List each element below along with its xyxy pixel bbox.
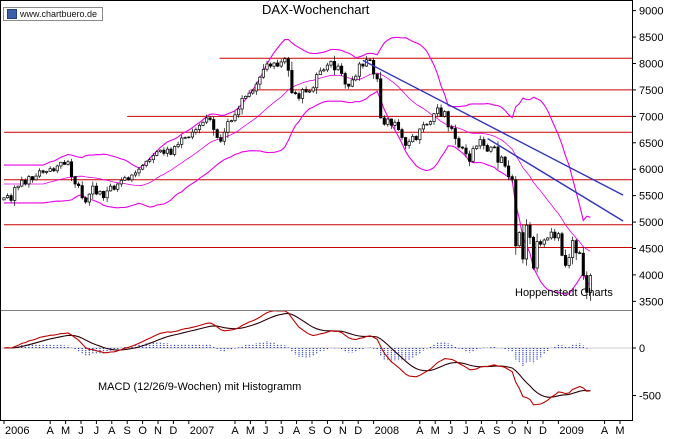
hoppenstedt-watermark: Hoppenstedt Charts — [515, 287, 613, 299]
x-tick-label: J — [278, 425, 284, 437]
macd-indicator-label: MACD (12/26/9-Wochen) mit Histogramm — [98, 381, 302, 393]
price-panel — [2, 36, 632, 301]
x-tick-label: O — [323, 425, 332, 437]
x-tick-label: M — [615, 425, 624, 437]
x-tick-label: A — [478, 425, 486, 437]
macd-panel — [1, 311, 632, 406]
y-axis-labels: 9000 8500 8000 7500 7000 6500 6000 5500 5000 4500… — [632, 6, 663, 403]
y-tick-label: 5000 — [639, 217, 663, 229]
candlestick-series — [2, 55, 592, 301]
y-tick-label: 8500 — [639, 32, 663, 44]
x-tick-label: D — [169, 425, 177, 437]
y-tick-label: 7000 — [639, 111, 663, 123]
x-tick-label: S — [308, 425, 315, 437]
y-tick-label: 4000 — [639, 270, 663, 282]
x-tick-label: M — [431, 425, 440, 437]
x-axis-labels: 2006 A M J J A S O N D 2007 A M J J A S O N D 2008 A M J J A S O N D 2… — [3, 420, 625, 437]
macd-y-tick-label: -500 — [639, 391, 661, 403]
x-tick-label: M — [246, 425, 255, 437]
chartbuero-logo[interactable]: www.chartbuero.de — [3, 7, 104, 21]
x-tick-label: A — [47, 425, 55, 437]
x-tick-label: J — [463, 425, 469, 437]
x-tick-label: 2008 — [375, 425, 399, 437]
x-tick-label: M — [61, 425, 70, 437]
x-tick-label: N — [154, 425, 162, 437]
macd-y-tick-label: 0 — [639, 343, 645, 355]
bollinger-middle-band — [4, 72, 591, 252]
x-tick-label: 2006 — [5, 425, 29, 437]
macd-signal-line — [3, 312, 591, 398]
x-tick-label: S — [124, 425, 131, 437]
x-tick-label: A — [108, 425, 116, 437]
y-tick-label: 7500 — [639, 85, 663, 97]
bollinger-lower-band — [4, 90, 591, 295]
macd-line — [3, 311, 591, 406]
x-tick-label: J — [78, 425, 84, 437]
x-tick-label: J — [448, 425, 454, 437]
logo-text: www.chartbuero.de — [20, 9, 98, 19]
x-tick-label: J — [94, 425, 100, 437]
y-tick-label: 9000 — [639, 6, 663, 18]
x-tick-label: A — [231, 425, 239, 437]
chart-frame — [0, 0, 633, 421]
trendlines — [362, 59, 624, 222]
x-tick-label: 2009 — [559, 425, 583, 437]
x-tick-label: A — [293, 425, 301, 437]
y-tick-label: 4500 — [639, 244, 663, 256]
chart-title: DAX-Wochenchart — [262, 2, 370, 17]
downtrend-line — [487, 137, 624, 222]
y-tick-label: 5500 — [639, 191, 663, 203]
x-tick-label: A — [601, 425, 609, 437]
macd-histogram — [6, 341, 592, 366]
x-tick-label: 2007 — [190, 425, 214, 437]
x-tick-label: A — [416, 425, 424, 437]
x-tick-label: O — [138, 425, 147, 437]
x-tick-label: S — [493, 425, 500, 437]
y-tick-label: 3500 — [639, 296, 663, 308]
y-tick-label: 8000 — [639, 59, 663, 71]
y-tick-label: 6500 — [639, 138, 663, 150]
x-tick-label: D — [354, 425, 362, 437]
x-tick-label: N — [339, 425, 347, 437]
bollinger-bands — [4, 36, 591, 295]
x-tick-label: J — [263, 425, 269, 437]
x-tick-label: O — [508, 425, 517, 437]
downtrend-line — [362, 59, 624, 196]
logo-icon — [7, 9, 17, 19]
x-tick-label: N — [524, 425, 532, 437]
x-tick-label: D — [539, 425, 547, 437]
y-tick-label: 6000 — [639, 164, 663, 176]
bollinger-upper-band — [4, 36, 591, 222]
